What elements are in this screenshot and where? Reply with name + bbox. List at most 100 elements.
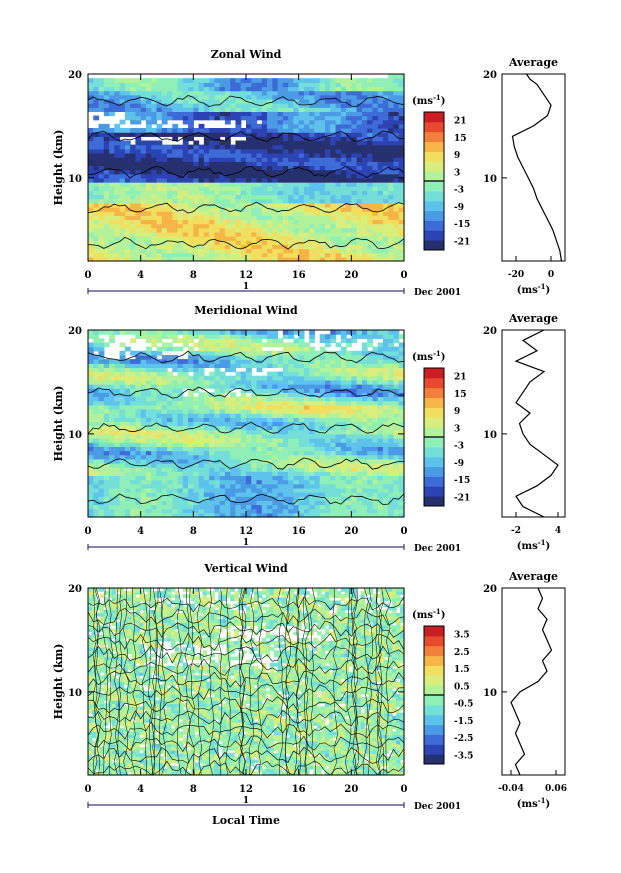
heatmap-cell bbox=[219, 115, 226, 121]
heatmap-cell bbox=[219, 467, 226, 472]
heatmap-cell bbox=[398, 173, 405, 179]
heatmap-cell bbox=[314, 462, 321, 468]
heatmap-cell bbox=[140, 479, 147, 485]
heatmap-cell bbox=[330, 438, 337, 443]
heatmap-cell bbox=[340, 190, 347, 196]
heatmap-cell bbox=[367, 354, 373, 360]
heatmap-cell bbox=[330, 177, 337, 183]
heatmap-cell bbox=[314, 132, 321, 137]
heatmap-cell bbox=[172, 256, 179, 262]
heatmap-cell bbox=[130, 144, 136, 150]
heatmap-cell bbox=[203, 479, 210, 485]
heatmap-cell bbox=[103, 330, 110, 335]
heatmap-cell bbox=[335, 148, 342, 154]
heatmap-cell bbox=[398, 194, 405, 200]
heatmap-cell bbox=[330, 111, 337, 117]
heatmap-cell bbox=[251, 227, 258, 233]
heatmap-cell bbox=[203, 86, 210, 92]
heatmap-cell bbox=[261, 177, 268, 183]
heatmap-cell bbox=[267, 388, 273, 393]
heatmap-cell bbox=[240, 132, 247, 137]
heatmap-cell bbox=[224, 244, 231, 250]
heatmap-cell bbox=[172, 161, 179, 167]
heatmap-cell bbox=[151, 256, 158, 262]
heatmap-cell bbox=[182, 359, 189, 364]
heatmap-cell bbox=[261, 396, 268, 402]
heatmap-cell bbox=[103, 198, 110, 204]
heatmap-cell bbox=[151, 454, 158, 460]
heatmap-cell bbox=[330, 400, 337, 406]
heatmap-cell bbox=[309, 346, 316, 352]
heatmap-cell bbox=[393, 157, 400, 162]
heatmap-cell bbox=[325, 500, 331, 506]
heatmap-cell bbox=[256, 215, 263, 221]
heatmap-cell bbox=[203, 413, 210, 418]
heatmap-cell bbox=[256, 140, 263, 146]
heatmap-cell bbox=[98, 354, 105, 360]
heatmap-cell bbox=[393, 219, 400, 225]
heatmap-cell bbox=[351, 367, 358, 373]
heatmap-cell bbox=[325, 438, 331, 443]
heatmap-cell bbox=[277, 384, 284, 389]
heatmap-cell bbox=[214, 375, 221, 381]
heatmap-cell bbox=[377, 144, 384, 150]
heatmap-cell bbox=[103, 256, 110, 262]
heatmap-cell bbox=[282, 475, 289, 481]
heatmap-cell bbox=[282, 252, 289, 258]
heatmap-cell bbox=[145, 338, 152, 344]
heatmap-cell bbox=[246, 384, 252, 389]
heatmap-cell bbox=[309, 475, 316, 481]
heatmap-cell bbox=[198, 442, 205, 447]
heatmap-cell bbox=[130, 371, 136, 377]
heatmap-cell bbox=[156, 157, 163, 162]
heatmap-cell bbox=[188, 223, 194, 229]
profile-x-tick-label: 0 bbox=[548, 270, 554, 280]
heatmap-cell bbox=[172, 446, 179, 452]
heatmap-cell bbox=[209, 115, 215, 121]
heatmap-cell bbox=[124, 190, 131, 196]
heatmap-cell bbox=[156, 346, 163, 352]
heatmap-cell bbox=[309, 107, 316, 112]
heatmap-cell bbox=[93, 450, 100, 456]
heatmap-cell bbox=[256, 338, 263, 344]
heatmap-cell bbox=[309, 363, 316, 368]
heatmap-cell bbox=[251, 404, 258, 410]
heatmap-cell bbox=[382, 202, 389, 208]
heatmap-cell bbox=[372, 169, 379, 175]
heatmap-cell bbox=[330, 165, 337, 171]
heatmap-cell bbox=[145, 408, 152, 414]
heatmap-cell bbox=[109, 186, 115, 191]
heatmap-cell bbox=[188, 500, 194, 506]
heatmap-cell bbox=[198, 173, 205, 179]
heatmap-cell bbox=[240, 396, 247, 402]
heatmap-cell bbox=[193, 512, 200, 518]
colorbar-swatch bbox=[424, 210, 444, 221]
heatmap-cell bbox=[103, 446, 110, 452]
heatmap-cell bbox=[182, 371, 189, 377]
heatmap-cell bbox=[161, 186, 168, 191]
heatmap-cell bbox=[377, 194, 384, 200]
heatmap-cell bbox=[188, 211, 194, 216]
heatmap-cell bbox=[298, 169, 305, 175]
heatmap-cell bbox=[240, 227, 247, 233]
heatmap-cell bbox=[188, 157, 194, 162]
heatmap-cell bbox=[361, 354, 368, 360]
heatmap-cell bbox=[367, 123, 373, 129]
heatmap-cell bbox=[235, 359, 242, 364]
heatmap-cell bbox=[388, 90, 395, 96]
heatmap-cell bbox=[193, 231, 200, 237]
heatmap-cell bbox=[293, 429, 300, 435]
heatmap-cell bbox=[351, 338, 358, 344]
heatmap-cell bbox=[377, 98, 384, 104]
heatmap-cell bbox=[193, 500, 200, 506]
heatmap-cell bbox=[177, 115, 184, 121]
heatmap-cell bbox=[330, 107, 337, 112]
heatmap-cell bbox=[388, 140, 395, 146]
heatmap-cell bbox=[335, 438, 342, 443]
heatmap-cell bbox=[109, 483, 115, 489]
heatmap-cell bbox=[293, 413, 300, 418]
heatmap-cell bbox=[330, 433, 337, 439]
heatmap-cell bbox=[277, 132, 284, 137]
heatmap-cell bbox=[309, 425, 316, 431]
heatmap-cell bbox=[88, 165, 94, 171]
